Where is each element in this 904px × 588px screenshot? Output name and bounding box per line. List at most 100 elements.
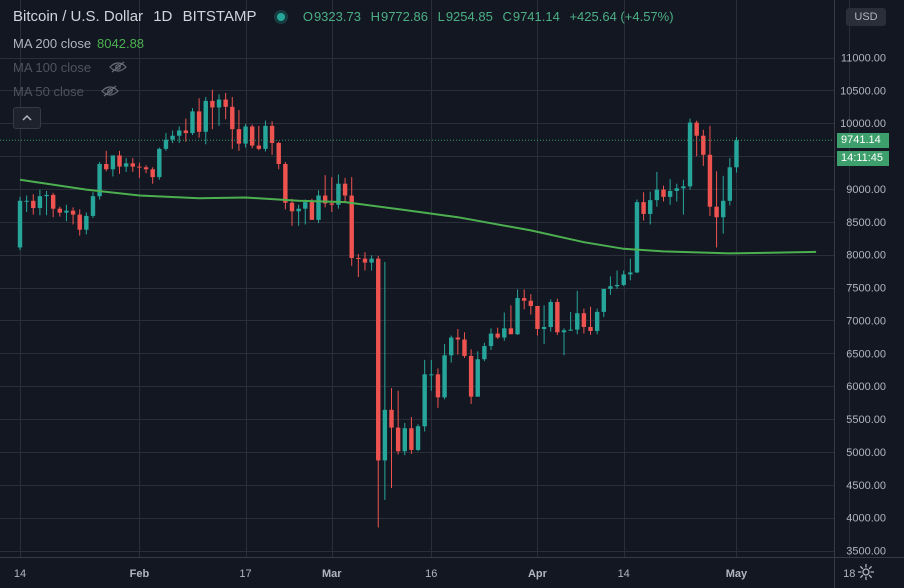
chart-grid xyxy=(0,0,850,557)
symbol-legend[interactable]: Bitcoin / U.S. Dollar 1D BITSTAMP O9323.… xyxy=(13,8,680,25)
candle-body xyxy=(216,99,222,108)
candle xyxy=(249,124,255,149)
candle-body xyxy=(475,359,480,397)
candle-body xyxy=(714,206,719,218)
candle xyxy=(177,126,182,143)
candle-body xyxy=(90,196,96,216)
candle-body xyxy=(137,166,142,168)
indicator-ma-50[interactable]: MA 50 close xyxy=(13,84,120,100)
candle-body xyxy=(170,135,175,140)
candle xyxy=(621,270,626,287)
symbol-name[interactable]: Bitcoin / U.S. Dollar xyxy=(13,8,144,25)
candle-body xyxy=(601,288,606,312)
candle xyxy=(661,185,666,202)
candle xyxy=(329,177,334,212)
candle xyxy=(316,190,321,224)
candle-body xyxy=(143,167,149,170)
candle xyxy=(462,332,467,358)
candle xyxy=(356,254,361,278)
candle-body xyxy=(548,302,553,328)
collapse-legend-button[interactable] xyxy=(13,107,41,129)
candle xyxy=(707,125,713,216)
candle xyxy=(349,177,354,266)
settings-button[interactable] xyxy=(857,563,875,581)
candle-body xyxy=(24,200,29,202)
candle xyxy=(283,162,288,210)
candle xyxy=(369,255,374,271)
y-tick-label: 10000.00 xyxy=(840,118,886,130)
x-tick-label: Feb xyxy=(130,568,150,580)
candle xyxy=(468,349,474,404)
y-tick-label: 7500.00 xyxy=(846,283,886,295)
candle xyxy=(362,252,368,271)
candle-body xyxy=(508,328,514,335)
candle-body xyxy=(727,167,733,201)
indicator-ma-100[interactable]: MA 100 close xyxy=(13,60,127,76)
candle-body xyxy=(721,200,726,218)
eye-hidden-icon[interactable] xyxy=(101,85,120,100)
candle-body xyxy=(77,214,82,230)
ohlc-values: O9323.73 H9772.86 L9254.85 C9741.14 +425… xyxy=(303,9,680,24)
candle-body xyxy=(289,202,295,212)
candle-body xyxy=(641,202,646,214)
candle xyxy=(137,162,142,178)
indicator-label: MA 200 close xyxy=(13,36,92,51)
last-price-tag: 9741.14 xyxy=(837,133,889,148)
candle-body xyxy=(316,195,321,220)
candle-body xyxy=(230,106,235,130)
candle-body xyxy=(521,298,527,301)
candle xyxy=(648,191,653,225)
candle xyxy=(429,359,434,391)
indicator-ma-200[interactable]: MA 200 close 8042.88 xyxy=(13,36,144,51)
candle xyxy=(342,177,348,203)
close-label: C xyxy=(502,9,512,24)
x-tick-label: 17 xyxy=(239,568,251,580)
candle-body xyxy=(303,202,308,209)
candle-body xyxy=(535,305,540,329)
candle-body xyxy=(190,111,195,134)
price-axis[interactable]: 3500.00 4000.00 4500.00 5000.00 5500.00 6000.… xyxy=(840,53,886,558)
candle-body xyxy=(150,169,155,178)
candle-body xyxy=(681,186,686,189)
candle-body xyxy=(243,126,248,144)
x-tick-label: Apr xyxy=(528,568,548,580)
candle-body xyxy=(70,210,76,215)
low-value: 9254.85 xyxy=(445,9,493,24)
change-value: +425.64 (+4.57%) xyxy=(569,9,674,24)
candle xyxy=(31,194,36,215)
currency-button[interactable]: USD xyxy=(846,8,886,26)
candle-body xyxy=(50,194,56,209)
candle-body xyxy=(382,409,388,461)
candle-body xyxy=(389,409,394,428)
candle xyxy=(57,206,63,217)
candle-body xyxy=(130,163,135,167)
time-axis[interactable]: 14 Feb 17 Mar 16 Apr 14 May 18 xyxy=(14,568,856,580)
candle-body xyxy=(621,274,626,285)
candle xyxy=(475,351,480,397)
candle xyxy=(170,130,175,143)
eye-hidden-icon[interactable] xyxy=(108,61,127,76)
candle xyxy=(727,158,733,206)
candle-body xyxy=(110,155,116,170)
candle xyxy=(395,390,401,455)
candle xyxy=(641,192,646,221)
candle-body xyxy=(362,258,368,263)
candle xyxy=(588,306,593,335)
candle-body xyxy=(123,163,129,167)
candle xyxy=(389,388,394,489)
candle xyxy=(243,123,248,148)
candle-body xyxy=(402,428,407,452)
indicator-label: MA 50 close xyxy=(13,84,84,99)
interval-label[interactable]: 1D xyxy=(153,8,173,25)
y-tick-label: 9000.00 xyxy=(846,184,886,196)
candle xyxy=(734,137,739,173)
candle-body xyxy=(349,195,354,258)
candle-body xyxy=(223,99,228,107)
candle-body xyxy=(687,122,693,187)
candle xyxy=(455,328,461,355)
candle xyxy=(541,305,547,345)
candle-body xyxy=(541,327,547,329)
candle xyxy=(210,89,215,130)
x-tick-label: Mar xyxy=(322,568,342,580)
